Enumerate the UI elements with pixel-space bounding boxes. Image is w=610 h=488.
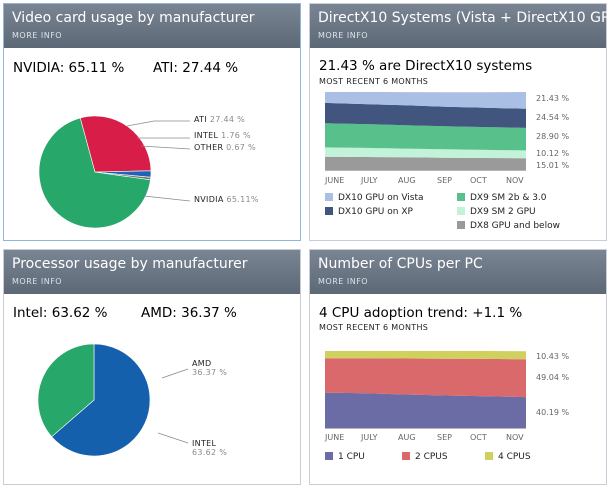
legend-item-4-cpus: 4 CPUS [485, 452, 531, 462]
area-4-cpus [325, 351, 526, 360]
right-label: 15.01 % [536, 161, 570, 170]
legend-item-2-cpus: 2 CPUS [402, 452, 448, 462]
panel-title: Number of CPUs per PC [318, 256, 483, 272]
more-info-link[interactable]: MORE INFO [318, 31, 369, 40]
panel-header: DirectX10 Systems (Vista + DirectX10 GPU… [310, 4, 610, 48]
nvidia-share: NVIDIA: 65.11 % [13, 60, 125, 76]
pie-slice-nvidia [38, 117, 151, 229]
pie-label-other: OTHER 0.67 % [194, 143, 256, 152]
video-card-panel: Video card usage by manufacturer MORE IN… [3, 3, 301, 241]
cpus-per-pc-panel: Number of CPUs per PC MORE INFO 4 CPU ad… [309, 249, 607, 485]
panel-header: Processor usage by manufacturer MORE INF… [4, 250, 300, 294]
month-tick: AUG [398, 176, 416, 185]
area-dx8 [325, 156, 526, 170]
right-label: 28.90 % [536, 132, 570, 141]
dx10-subtitle: MOST RECENT 6 MONTHS [319, 77, 429, 86]
processor-pie-chart [37, 343, 189, 457]
processor-panel: Processor usage by manufacturer MORE INF… [3, 249, 301, 485]
ati-share: ATI: 27.44 % [153, 60, 239, 76]
legend-item-dx8: DX8 GPU and below [457, 221, 560, 231]
dx10-area-chart [325, 92, 526, 171]
pie-slice-amd [37, 343, 95, 438]
right-label: 40.19 % [536, 408, 570, 417]
legend-item-1-cpu: 1 CPU [325, 452, 365, 462]
area-dx10-xp [325, 102, 526, 128]
amd-share: AMD: 36.37 % [141, 305, 237, 321]
area-dx9-sm2b3 [325, 123, 526, 151]
legend-item-dx10-xp: DX10 GPU on XP [325, 207, 413, 217]
month-tick: SEP [437, 176, 452, 185]
leader-line [143, 195, 191, 202]
month-tick: JUNE [325, 433, 345, 442]
right-label: 49.04 % [536, 373, 570, 382]
month-tick: JULY [361, 433, 378, 442]
pie-label-intel: INTEL 1.76 % [194, 131, 251, 140]
video-card-pie-chart [38, 115, 191, 229]
month-tick: JUNE [325, 176, 345, 185]
panel-header: Number of CPUs per PC MORE INFO [310, 250, 606, 294]
leader-line [157, 432, 189, 444]
area-1-cpu [325, 392, 526, 428]
panel-header: Video card usage by manufacturer MORE IN… [4, 4, 300, 48]
cpu-trend-headline: 4 CPU adoption trend: +1.1 % [319, 305, 523, 321]
pie-slice-intel [51, 343, 151, 457]
month-tick: NOV [506, 433, 524, 442]
cpu-subtitle: MOST RECENT 6 MONTHS [319, 323, 429, 332]
right-label: 21.43 % [536, 94, 570, 103]
more-info-link[interactable]: MORE INFO [12, 277, 63, 286]
more-info-link[interactable]: MORE INFO [12, 31, 63, 40]
right-label: 10.43 % [536, 352, 570, 361]
month-tick: OCT [470, 176, 487, 185]
panel-title: Processor usage by manufacturer [12, 256, 248, 272]
month-tick: SEP [437, 433, 452, 442]
pie-label-intel: INTEL 63.62 % [192, 439, 228, 457]
cpus-area-chart [325, 351, 526, 429]
area-dx10-vista [325, 92, 526, 109]
leader-line [126, 120, 190, 127]
more-info-link[interactable]: MORE INFO [318, 277, 369, 286]
right-label: 24.54 % [536, 113, 570, 122]
leader-line [161, 368, 189, 379]
pie-label-ati: ATI 27.44 % [194, 115, 245, 124]
legend-item-dx9-2b3: DX9 SM 2b & 3.0 [457, 193, 547, 203]
pie-label-nvidia: NVIDIA 65.11% [194, 195, 259, 204]
dx10-headline: 21.43 % are DirectX10 systems [319, 58, 533, 74]
right-label: 10.12 % [536, 149, 570, 158]
month-tick: JULY [361, 176, 378, 185]
pie-slice-ati [79, 115, 152, 173]
directx10-panel: DirectX10 Systems (Vista + DirectX10 GPU… [309, 3, 610, 241]
pie-slice-other [94, 171, 152, 181]
month-tick: OCT [470, 433, 487, 442]
area-2-cpus [325, 358, 526, 398]
area-dx9-sm2 [325, 147, 526, 159]
panel-title: Video card usage by manufacturer [12, 10, 255, 26]
intel-share: Intel: 63.62 % [13, 305, 108, 321]
month-tick: NOV [506, 176, 524, 185]
pie-label-amd: AMD 36.37 % [192, 359, 228, 377]
month-tick: AUG [398, 433, 416, 442]
legend-item-dx9-2: DX9 SM 2 GPU [457, 207, 536, 217]
legend-item-dx10-vista: DX10 GPU on Vista [325, 193, 424, 203]
leader-line [140, 145, 191, 150]
panel-title: DirectX10 Systems (Vista + DirectX10 GPU… [318, 10, 610, 26]
